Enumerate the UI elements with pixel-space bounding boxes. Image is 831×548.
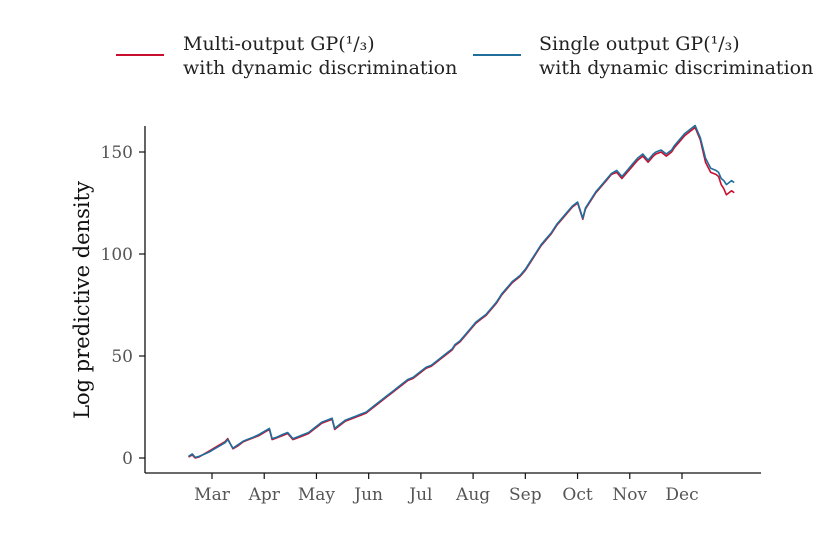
legend-label-multi-output-line1: Multi-output GP(¹/₃): [183, 33, 375, 55]
x-tick-label: Apr: [248, 485, 281, 505]
y-tick-label: 100: [101, 245, 133, 265]
legend-label-single-output-line1: Single output GP(¹/₃): [539, 33, 740, 55]
y-axis-title: Log predictive density: [70, 181, 94, 419]
x-tick-label: Aug: [455, 485, 490, 505]
x-tick-label: May: [298, 485, 336, 505]
x-tick-label: Jul: [407, 485, 432, 505]
series-line-multi-output: [188, 126, 735, 459]
series-layer: [188, 124, 735, 459]
x-tick-label: Oct: [562, 485, 592, 505]
x-tick-label: Nov: [612, 485, 647, 505]
y-tick-label: 0: [122, 449, 133, 469]
legend-label-multi-output-line2: with dynamic discrimination: [183, 57, 457, 79]
legend-label-single-output-line2: with dynamic discrimination: [539, 57, 813, 79]
x-tick-label: Dec: [665, 485, 698, 505]
legend: Multi-output GP(¹/₃) with dynamic discri…: [116, 33, 813, 79]
series-line-single-output: [188, 124, 735, 459]
x-tick-label: Jun: [352, 485, 383, 505]
axis-ticks: 0 50 100 150 Mar Apr May Jun Jul Aug Sep Oct Nov Dec: [101, 143, 699, 505]
y-tick-label: 150: [101, 143, 133, 163]
x-tick-label: Sep: [509, 485, 542, 505]
y-tick-label: 50: [111, 347, 133, 367]
x-tick-label: Mar: [194, 485, 231, 505]
